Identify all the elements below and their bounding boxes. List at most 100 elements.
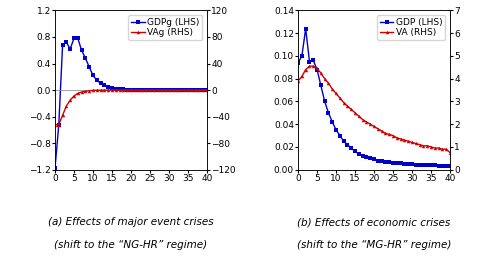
VAg (RHS) bbox=[162, 88, 168, 92]
VA (RHS) bbox=[306, 65, 312, 68]
GDP (LHS) bbox=[375, 159, 381, 162]
VA (RHS) bbox=[413, 142, 419, 145]
VA (RHS) bbox=[436, 146, 442, 150]
GDPg (LHS) bbox=[143, 88, 149, 92]
GDP (LHS) bbox=[436, 164, 442, 167]
VA (RHS) bbox=[344, 104, 350, 108]
VA (RHS) bbox=[447, 151, 453, 154]
Line: VAg (RHS): VAg (RHS) bbox=[54, 88, 208, 126]
VA (RHS) bbox=[318, 72, 324, 75]
GDP (LHS) bbox=[310, 59, 316, 62]
GDP (LHS) bbox=[314, 68, 320, 71]
VA (RHS) bbox=[348, 108, 354, 111]
VAg (RHS) bbox=[64, 104, 70, 108]
VAg (RHS) bbox=[94, 89, 100, 92]
VA (RHS) bbox=[375, 127, 381, 130]
GDP (LHS) bbox=[302, 27, 308, 30]
VAg (RHS) bbox=[166, 88, 172, 92]
GDPg (LHS) bbox=[56, 123, 62, 126]
GDP (LHS) bbox=[344, 143, 350, 146]
VA (RHS) bbox=[382, 132, 388, 135]
GDPg (LHS) bbox=[185, 88, 191, 92]
VAg (RHS) bbox=[143, 88, 149, 92]
VA (RHS) bbox=[333, 92, 339, 95]
GDPg (LHS) bbox=[196, 88, 202, 92]
VAg (RHS) bbox=[60, 114, 66, 117]
VA (RHS) bbox=[432, 146, 438, 150]
GDPg (LHS) bbox=[166, 88, 172, 92]
Text: (b) Effects of economic crises: (b) Effects of economic crises bbox=[298, 217, 450, 227]
GDPg (LHS) bbox=[200, 88, 206, 92]
GDPg (LHS) bbox=[204, 88, 210, 92]
GDP (LHS) bbox=[420, 163, 426, 167]
GDPg (LHS) bbox=[116, 88, 122, 91]
GDP (LHS) bbox=[416, 163, 422, 166]
VAg (RHS) bbox=[67, 98, 73, 102]
VAg (RHS) bbox=[200, 88, 206, 92]
VA (RHS) bbox=[310, 65, 316, 68]
GDPg (LHS) bbox=[109, 86, 115, 90]
GDP (LHS) bbox=[326, 111, 332, 114]
VAg (RHS) bbox=[185, 88, 191, 92]
GDPg (LHS) bbox=[140, 88, 145, 92]
GDP (LHS) bbox=[447, 164, 453, 168]
VA (RHS) bbox=[416, 143, 422, 146]
VAg (RHS) bbox=[136, 88, 141, 92]
GDP (LHS) bbox=[352, 150, 358, 153]
VAg (RHS) bbox=[196, 88, 202, 92]
VA (RHS) bbox=[402, 139, 407, 142]
GDP (LHS) bbox=[413, 163, 419, 166]
VAg (RHS) bbox=[98, 89, 103, 92]
GDPg (LHS) bbox=[94, 79, 100, 82]
VAg (RHS) bbox=[124, 88, 130, 92]
GDP (LHS) bbox=[428, 164, 434, 167]
GDPg (LHS) bbox=[154, 88, 160, 92]
GDP (LHS) bbox=[322, 100, 328, 103]
VAg (RHS) bbox=[90, 89, 96, 92]
GDP (LHS) bbox=[402, 162, 407, 165]
Text: (a) Effects of major event crises: (a) Effects of major event crises bbox=[48, 217, 214, 227]
VA (RHS) bbox=[364, 120, 370, 123]
GDPg (LHS) bbox=[82, 57, 88, 60]
GDPg (LHS) bbox=[170, 88, 175, 92]
Line: GDPg (LHS): GDPg (LHS) bbox=[54, 37, 208, 170]
VA (RHS) bbox=[314, 67, 320, 70]
GDPg (LHS) bbox=[151, 88, 157, 92]
VAg (RHS) bbox=[78, 91, 84, 94]
VA (RHS) bbox=[322, 77, 328, 80]
VA (RHS) bbox=[360, 118, 366, 121]
GDPg (LHS) bbox=[98, 82, 103, 85]
VA (RHS) bbox=[424, 144, 430, 147]
VA (RHS) bbox=[390, 134, 396, 137]
GDPg (LHS) bbox=[192, 88, 198, 92]
VAg (RHS) bbox=[154, 88, 160, 92]
Text: (shift to the “MG-HR” regime): (shift to the “MG-HR” regime) bbox=[297, 240, 451, 250]
GDP (LHS) bbox=[333, 128, 339, 132]
VA (RHS) bbox=[405, 140, 411, 143]
VA (RHS) bbox=[371, 125, 377, 128]
VA (RHS) bbox=[330, 87, 336, 91]
VAg (RHS) bbox=[170, 88, 175, 92]
GDP (LHS) bbox=[398, 162, 404, 165]
VA (RHS) bbox=[420, 144, 426, 147]
VAg (RHS) bbox=[147, 88, 153, 92]
GDPg (LHS) bbox=[162, 88, 168, 92]
GDPg (LHS) bbox=[60, 43, 66, 46]
VAg (RHS) bbox=[158, 88, 164, 92]
VAg (RHS) bbox=[113, 88, 119, 92]
VA (RHS) bbox=[295, 79, 301, 82]
VA (RHS) bbox=[367, 123, 373, 126]
VAg (RHS) bbox=[82, 90, 88, 93]
VAg (RHS) bbox=[105, 88, 111, 92]
GDP (LHS) bbox=[356, 152, 362, 155]
GDPg (LHS) bbox=[128, 88, 134, 91]
GDPg (LHS) bbox=[75, 37, 81, 40]
GDP (LHS) bbox=[440, 164, 446, 167]
GDP (LHS) bbox=[348, 146, 354, 150]
GDP (LHS) bbox=[378, 159, 384, 163]
VAg (RHS) bbox=[71, 94, 77, 98]
VAg (RHS) bbox=[188, 88, 194, 92]
GDP (LHS) bbox=[295, 61, 301, 64]
VAg (RHS) bbox=[132, 88, 138, 92]
VA (RHS) bbox=[302, 68, 308, 71]
